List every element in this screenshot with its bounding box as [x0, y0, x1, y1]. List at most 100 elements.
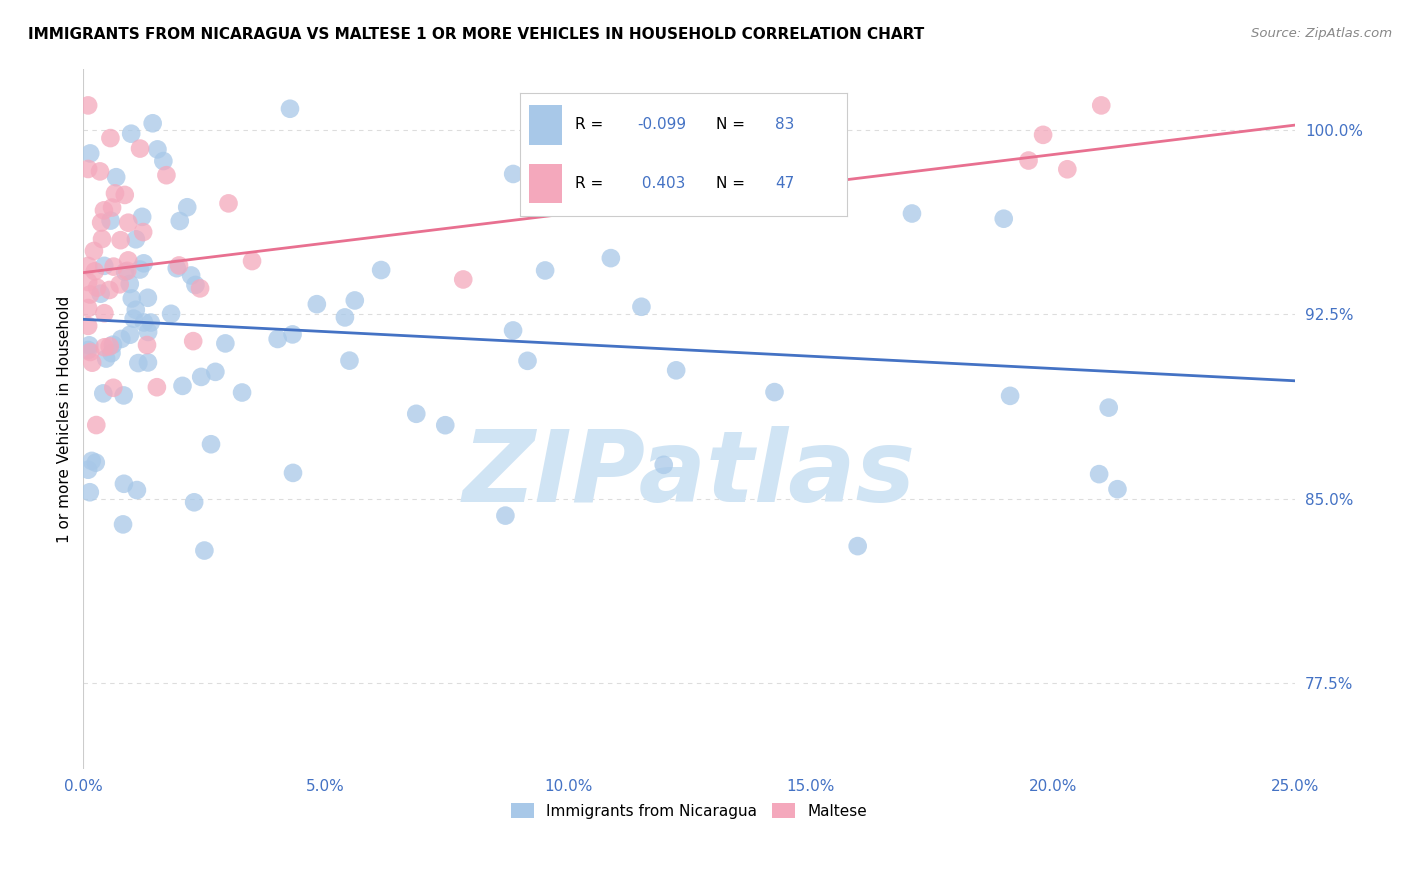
Point: [494, 508, 516, 523]
Point: [1090, 98, 1112, 112]
Text: ZIPatlas: ZIPatlas: [463, 426, 915, 524]
Point: [100, 131, 122, 145]
Point: [83, 264, 105, 278]
Point: [91, 386, 114, 401]
Point: [281, 327, 304, 342]
Point: [278, 102, 301, 116]
Point: [131, 210, 153, 224]
Point: [630, 300, 652, 314]
Point: [125, 232, 148, 246]
Point: [166, 261, 188, 276]
Point: [93, 340, 115, 354]
Point: [77, 463, 100, 477]
Point: [190, 370, 212, 384]
Point: [79, 345, 101, 359]
Point: [93, 203, 115, 218]
Text: IMMIGRANTS FROM NICARAGUA VS MALTESE 1 OR MORE VEHICLES IN HOUSEHOLD CORRELATION: IMMIGRANTS FROM NICARAGUA VS MALTESE 1 O…: [28, 27, 924, 42]
Point: [240, 254, 263, 268]
Point: [901, 206, 924, 220]
Point: [176, 200, 198, 214]
Point: [1107, 482, 1129, 496]
Point: [169, 214, 191, 228]
Point: [132, 256, 155, 270]
Point: [77, 343, 100, 357]
Point: [188, 281, 211, 295]
Point: [152, 154, 174, 169]
Point: [181, 334, 204, 348]
Point: [117, 253, 139, 268]
Point: [193, 543, 215, 558]
Point: [83, 244, 105, 258]
Point: [77, 161, 100, 176]
Point: [204, 365, 226, 379]
Point: [118, 327, 141, 342]
Point: [451, 272, 474, 286]
Point: [112, 517, 135, 532]
Point: [333, 310, 356, 325]
Point: [82, 356, 104, 370]
Point: [231, 385, 253, 400]
Y-axis label: 1 or more Vehicles in Household: 1 or more Vehicles in Household: [58, 295, 72, 542]
Point: [266, 332, 288, 346]
Point: [370, 263, 392, 277]
Point: [101, 201, 124, 215]
Point: [79, 485, 101, 500]
Point: [183, 495, 205, 509]
Point: [103, 381, 125, 395]
Point: [146, 142, 169, 156]
Point: [599, 251, 621, 265]
Point: [1032, 128, 1054, 142]
Point: [200, 437, 222, 451]
Point: [93, 306, 115, 320]
Point: [98, 339, 121, 353]
Point: [91, 232, 114, 246]
Point: [172, 379, 194, 393]
Point: [142, 116, 165, 130]
Point: [139, 316, 162, 330]
Point: [80, 454, 103, 468]
Point: [115, 264, 138, 278]
Point: [665, 363, 688, 377]
Point: [127, 356, 149, 370]
Point: [146, 380, 169, 394]
Point: [77, 259, 100, 273]
Point: [79, 146, 101, 161]
Point: [77, 275, 100, 289]
Point: [1098, 401, 1121, 415]
Point: [132, 225, 155, 239]
Point: [434, 418, 457, 433]
Point: [114, 265, 136, 279]
Point: [160, 307, 183, 321]
Point: [114, 188, 136, 202]
Point: [110, 233, 132, 247]
Point: [77, 318, 100, 333]
Point: [94, 351, 117, 366]
Point: [136, 325, 159, 339]
Point: [101, 337, 124, 351]
Point: [184, 277, 207, 292]
Point: [136, 291, 159, 305]
Point: [122, 311, 145, 326]
Point: [516, 354, 538, 368]
Point: [534, 263, 557, 277]
Point: [125, 302, 148, 317]
Point: [121, 292, 143, 306]
Point: [98, 283, 121, 297]
Point: [343, 293, 366, 308]
Point: [103, 260, 125, 274]
Point: [846, 539, 869, 553]
Point: [90, 215, 112, 229]
Point: [118, 277, 141, 291]
Point: [132, 316, 155, 330]
Point: [77, 338, 100, 352]
Point: [112, 476, 135, 491]
Point: [77, 98, 100, 112]
Point: [763, 385, 786, 400]
Point: [644, 200, 666, 214]
Point: [993, 211, 1015, 226]
Point: [86, 280, 108, 294]
Point: [1088, 467, 1111, 482]
Point: [281, 466, 304, 480]
Point: [84, 418, 107, 433]
Point: [108, 277, 131, 292]
